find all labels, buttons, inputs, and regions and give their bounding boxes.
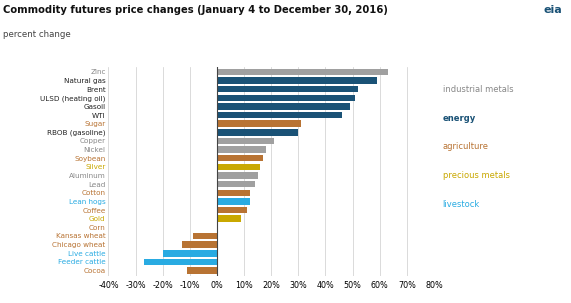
- Bar: [163, 250, 217, 257]
- Bar: [192, 233, 217, 239]
- Bar: [217, 129, 298, 135]
- Bar: [217, 198, 250, 205]
- Text: industrial metals: industrial metals: [443, 85, 513, 94]
- Bar: [217, 215, 242, 222]
- Bar: [217, 172, 258, 179]
- Bar: [217, 95, 355, 101]
- Text: livestock: livestock: [443, 200, 480, 209]
- Bar: [217, 103, 350, 110]
- Bar: [217, 138, 274, 144]
- Bar: [217, 120, 301, 127]
- Text: eia: eia: [544, 5, 562, 15]
- Text: precious metals: precious metals: [443, 171, 509, 180]
- Bar: [217, 207, 247, 213]
- Bar: [217, 86, 358, 92]
- Bar: [217, 181, 255, 187]
- Bar: [217, 68, 388, 75]
- Text: energy: energy: [443, 114, 476, 123]
- Bar: [187, 267, 217, 274]
- Text: Commodity futures price changes (January 4 to December 30, 2016): Commodity futures price changes (January…: [3, 5, 388, 15]
- Text: percent change: percent change: [3, 30, 71, 39]
- Bar: [217, 155, 263, 161]
- Bar: [144, 259, 217, 265]
- Bar: [182, 241, 217, 248]
- Bar: [217, 190, 250, 196]
- Bar: [217, 164, 260, 170]
- Bar: [217, 146, 266, 153]
- Text: agriculture: agriculture: [443, 142, 489, 152]
- Bar: [217, 77, 377, 84]
- Bar: [217, 112, 341, 118]
